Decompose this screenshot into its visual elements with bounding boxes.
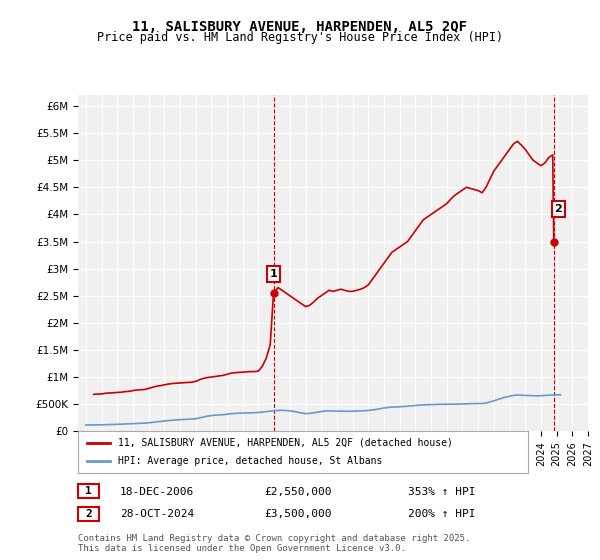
Text: 18-DEC-2006: 18-DEC-2006	[120, 487, 194, 497]
Text: 2: 2	[85, 509, 92, 519]
Text: 2: 2	[554, 204, 562, 214]
Text: 200% ↑ HPI: 200% ↑ HPI	[408, 509, 476, 519]
Text: 353% ↑ HPI: 353% ↑ HPI	[408, 487, 476, 497]
Text: 28-OCT-2024: 28-OCT-2024	[120, 509, 194, 519]
Text: 1: 1	[85, 487, 92, 496]
Text: 11, SALISBURY AVENUE, HARPENDEN, AL5 2QF: 11, SALISBURY AVENUE, HARPENDEN, AL5 2QF	[133, 20, 467, 34]
Text: £2,550,000: £2,550,000	[264, 487, 331, 497]
Text: 1: 1	[269, 269, 277, 279]
Text: HPI: Average price, detached house, St Albans: HPI: Average price, detached house, St A…	[119, 456, 383, 466]
Text: 11, SALISBURY AVENUE, HARPENDEN, AL5 2QF (detached house): 11, SALISBURY AVENUE, HARPENDEN, AL5 2QF…	[119, 438, 454, 448]
Text: Contains HM Land Registry data © Crown copyright and database right 2025.
This d: Contains HM Land Registry data © Crown c…	[78, 534, 470, 553]
Text: £3,500,000: £3,500,000	[264, 509, 331, 519]
Text: Price paid vs. HM Land Registry's House Price Index (HPI): Price paid vs. HM Land Registry's House …	[97, 31, 503, 44]
